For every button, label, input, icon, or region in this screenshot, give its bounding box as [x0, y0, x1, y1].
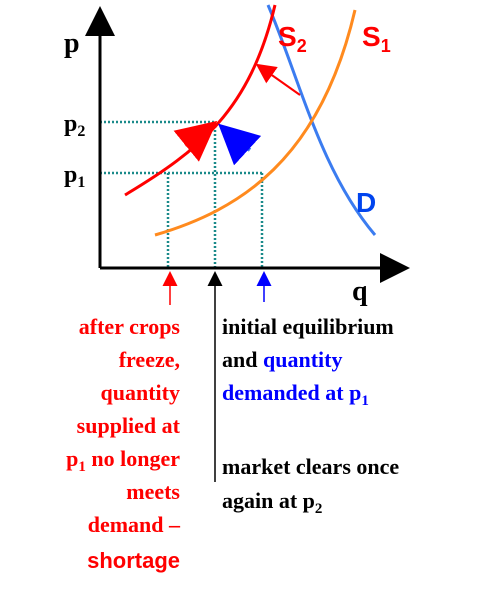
- supply-curve-1: [154, 9, 357, 237]
- curve-label: S2: [278, 21, 307, 56]
- curve-label: D: [356, 187, 376, 218]
- guides: [100, 120, 264, 268]
- annotation-line: meets: [126, 479, 180, 504]
- annotation-line: supplied at: [77, 413, 181, 438]
- clears-annotation: market clears once again at p2: [222, 454, 399, 517]
- annotation-line: demanded at p1: [222, 380, 369, 409]
- price-label: p2: [64, 111, 85, 140]
- shift-arrow: [255, 63, 301, 96]
- annotation-line: again at p2: [222, 488, 322, 517]
- annotation-line: shortage: [87, 548, 180, 573]
- demand-move-arrow: [218, 123, 262, 166]
- annotation-line: demand –: [88, 512, 181, 537]
- price-label: p1: [64, 162, 85, 191]
- supply-curve-2: [124, 4, 277, 197]
- annotation-line: and quantity: [222, 347, 342, 372]
- annotation-line: quantity: [101, 380, 180, 405]
- initial-annotation: initial equilibrium and quantity demande…: [222, 314, 394, 409]
- shortage-annotation: after crops freeze, quantity supplied at…: [66, 314, 181, 573]
- annotation-line: initial equilibrium: [222, 314, 394, 339]
- x-axis-label: q: [352, 276, 368, 307]
- curve-label: S1: [362, 21, 391, 56]
- annotation-line: after crops: [79, 314, 181, 339]
- annotation-line: market clears once: [222, 454, 399, 479]
- annotation-line: p1 no longer: [66, 446, 180, 475]
- demand-curve: [266, 4, 377, 236]
- y-axis-label: p: [64, 28, 80, 59]
- supply-move-arrow: [173, 120, 218, 162]
- annotation-line: freeze,: [119, 347, 180, 372]
